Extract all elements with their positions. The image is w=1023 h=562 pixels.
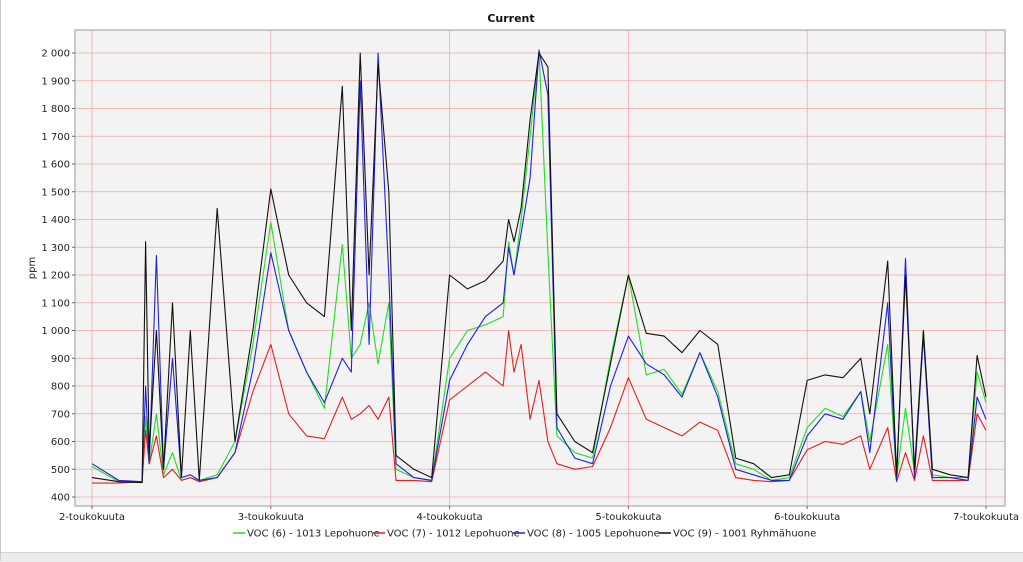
x-tick-label: 5-toukokuuta xyxy=(595,512,661,523)
x-axis-ticks: 2-toukokuuta 3-toukokuuta 4-toukokuuta 5-to… xyxy=(59,506,1019,523)
x-tick-label: 2-toukokuuta xyxy=(59,512,125,523)
y-tick-label: 1 400 xyxy=(41,215,70,226)
series-line-4 xyxy=(91,52,987,484)
plot-area xyxy=(74,29,1006,507)
y-tick-label: 1 900 xyxy=(41,76,70,87)
legend: VOC (6) - 1013 Lepohuone VOC (7) - 1012 L… xyxy=(233,529,816,540)
y-axis-ticks: 400 500 600 700 800 900 1 000 1 100 1 200 1 300 1 … xyxy=(41,49,75,504)
chart-title: Current xyxy=(487,12,534,25)
y-tick-label: 900 xyxy=(51,354,70,365)
y-tick-label: 1 700 xyxy=(41,132,70,143)
series-line-3 xyxy=(91,49,987,483)
grid xyxy=(75,30,1005,506)
y-tick-label: 1 500 xyxy=(41,187,70,198)
legend-label: VOC (7) - 1012 Lepohuone xyxy=(387,529,520,540)
y-tick-label: 1 100 xyxy=(41,298,70,309)
y-axis-label: ppm xyxy=(27,257,38,279)
y-tick-label: 400 xyxy=(51,493,70,504)
y-tick-label: 700 xyxy=(51,409,70,420)
legend-label: VOC (9) - 1001 Ryhmähuone xyxy=(673,529,816,540)
x-tick-label: 4-toukokuuta xyxy=(417,512,483,523)
series-lines xyxy=(91,49,987,484)
legend-label: VOC (8) - 1005 Lepohuone xyxy=(527,529,660,540)
y-tick-label: 1 800 xyxy=(41,104,70,115)
y-tick-label: 800 xyxy=(51,382,70,393)
y-tick-label: 500 xyxy=(51,465,70,476)
x-tick-label: 7-toukokuuta xyxy=(953,512,1019,523)
y-tick-label: 1 200 xyxy=(41,271,70,282)
y-tick-label: 2 000 xyxy=(41,49,70,60)
y-tick-label: 1 600 xyxy=(41,160,70,171)
y-tick-label: 1 000 xyxy=(41,326,70,337)
x-tick-label: 3-toukokuuta xyxy=(238,512,304,523)
y-tick-label: 1 300 xyxy=(41,243,70,254)
legend-label: VOC (6) - 1013 Lepohuone xyxy=(247,529,380,540)
x-tick-label: 6-toukokuuta xyxy=(774,512,840,523)
status-strip xyxy=(1,552,1023,562)
y-tick-label: 600 xyxy=(51,437,70,448)
